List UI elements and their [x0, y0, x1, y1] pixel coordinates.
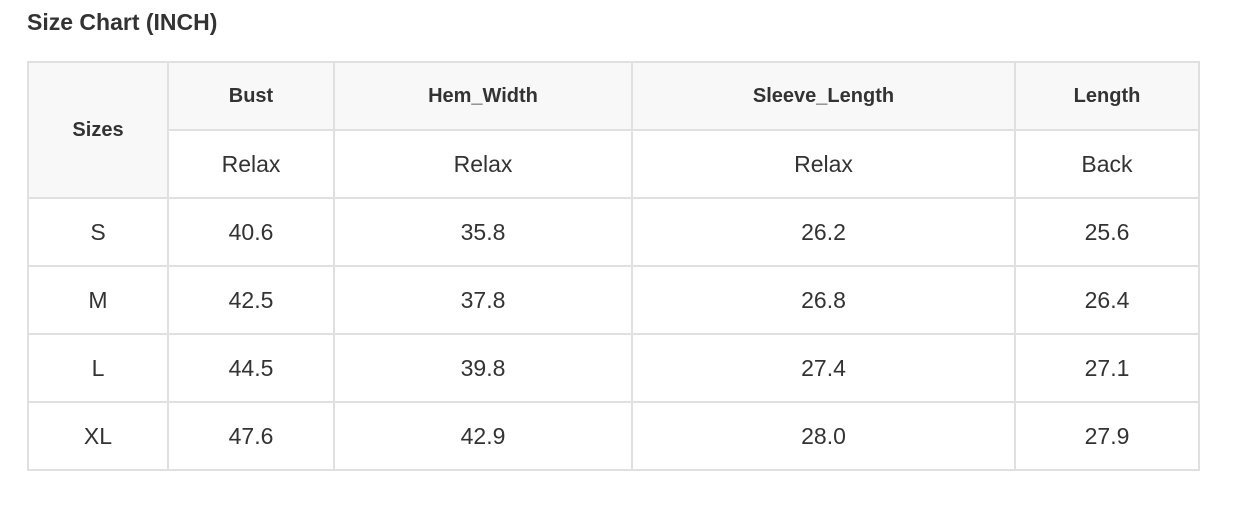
measurement-cell: 27.1 — [1014, 333, 1200, 403]
column-header: Bust — [167, 61, 335, 131]
page-title: Size Chart (INCH) — [27, 9, 218, 35]
measurement-cell: 28.0 — [631, 401, 1016, 471]
table-row: M 42.5 37.8 26.8 26.4 — [27, 265, 1200, 335]
table-row: XL 47.6 42.9 28.0 27.9 — [27, 401, 1200, 471]
column-header: Sleeve_Length — [631, 61, 1016, 131]
table-row: L 44.5 39.8 27.4 27.1 — [27, 333, 1200, 403]
measurement-cell: 42.9 — [333, 401, 633, 471]
measurement-cell: 37.8 — [333, 265, 633, 335]
column-header: Hem_Width — [333, 61, 633, 131]
measurement-cell: 39.8 — [333, 333, 633, 403]
measurement-cell: 47.6 — [167, 401, 335, 471]
measurement-cell: 26.8 — [631, 265, 1016, 335]
sizes-header: Sizes — [27, 61, 169, 199]
measurement-cell: 26.2 — [631, 197, 1016, 267]
measurement-cell: 40.6 — [167, 197, 335, 267]
header-row: Sizes Bust Hem_Width Sleeve_Length Lengt… — [27, 61, 1200, 199]
column-subheader: Relax — [333, 129, 633, 199]
measurement-cell: 27.4 — [631, 333, 1016, 403]
measurement-cell: 35.8 — [333, 197, 633, 267]
measurement-cell: 26.4 — [1014, 265, 1200, 335]
column-header: Length — [1014, 61, 1200, 131]
measurement-cell: 44.5 — [167, 333, 335, 403]
size-cell: L — [27, 333, 169, 403]
measurement-cell: 42.5 — [167, 265, 335, 335]
column-subheader: Relax — [167, 129, 335, 199]
table-row: S 40.6 35.8 26.2 25.6 — [27, 197, 1200, 267]
measurement-cell: 25.6 — [1014, 197, 1200, 267]
subheader-row: Relax Relax Relax Back — [28, 129, 1200, 199]
size-chart-table: Sizes Bust Hem_Width Sleeve_Length Lengt… — [27, 61, 1200, 471]
column-subheader: Relax — [631, 129, 1016, 199]
measurement-cell: 27.9 — [1014, 401, 1200, 471]
size-cell: M — [27, 265, 169, 335]
size-cell: XL — [27, 401, 169, 471]
column-subheader: Back — [1014, 129, 1200, 199]
size-cell: S — [27, 197, 169, 267]
